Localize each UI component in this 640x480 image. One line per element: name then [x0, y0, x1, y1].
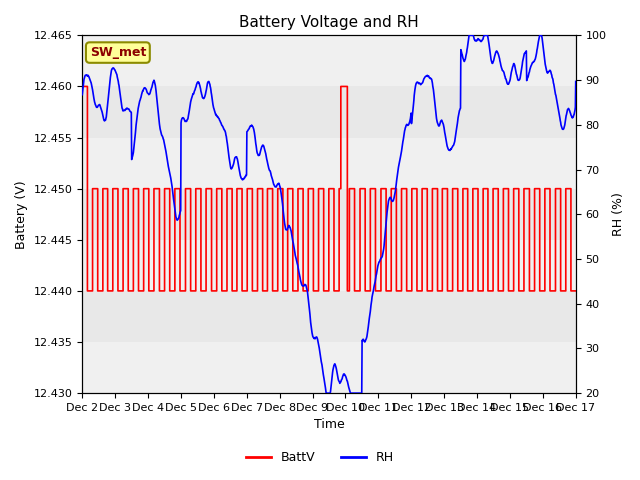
- Y-axis label: Battery (V): Battery (V): [15, 180, 28, 249]
- X-axis label: Time: Time: [314, 419, 344, 432]
- Legend: BattV, RH: BattV, RH: [241, 446, 399, 469]
- Title: Battery Voltage and RH: Battery Voltage and RH: [239, 15, 419, 30]
- Text: SW_met: SW_met: [90, 46, 146, 59]
- Bar: [83, 138, 576, 189]
- Bar: [83, 342, 576, 393]
- Y-axis label: RH (%): RH (%): [612, 192, 625, 236]
- Bar: [83, 36, 576, 86]
- Bar: [83, 240, 576, 291]
